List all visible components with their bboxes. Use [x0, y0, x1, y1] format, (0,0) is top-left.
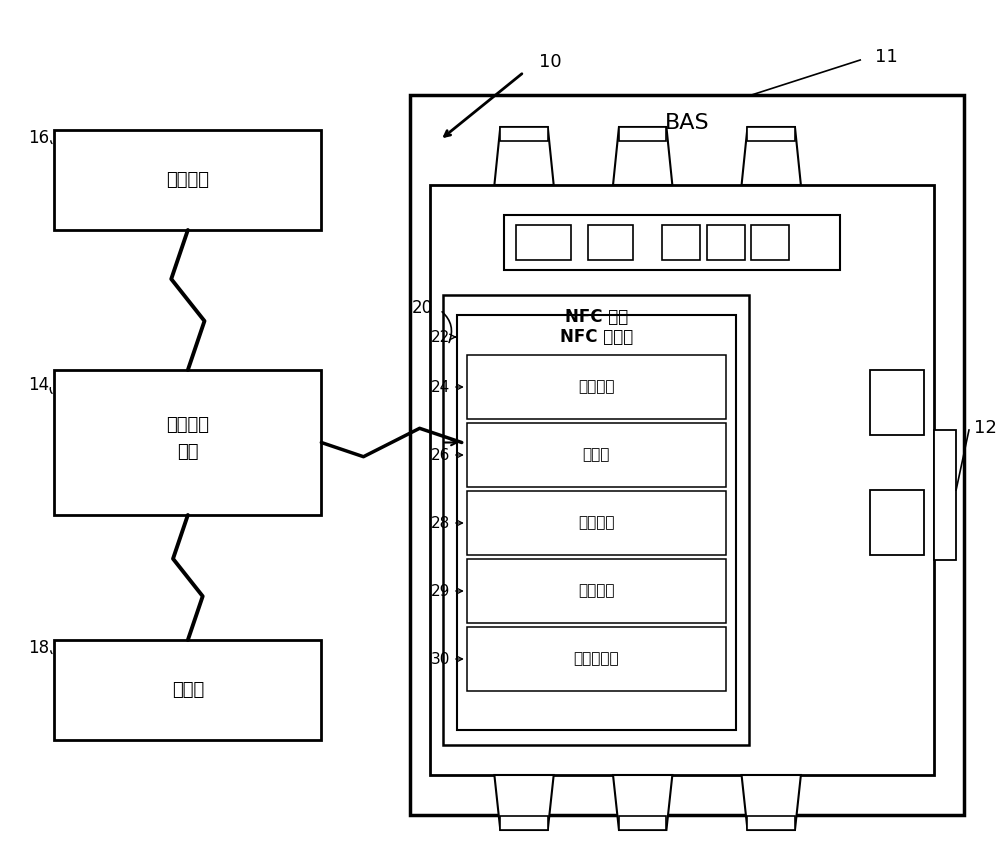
Bar — [751, 225, 789, 260]
Bar — [870, 490, 924, 555]
Text: 30: 30 — [431, 652, 450, 667]
Bar — [410, 95, 964, 815]
Text: NFC 标签: NFC 标签 — [565, 308, 628, 326]
Text: 移动计算: 移动计算 — [166, 416, 209, 434]
Text: 布线图: 布线图 — [583, 448, 610, 463]
Bar — [662, 225, 700, 260]
Text: 10: 10 — [539, 53, 561, 71]
Text: 身份信息: 身份信息 — [578, 379, 614, 395]
Text: 16: 16 — [28, 129, 49, 147]
Polygon shape — [934, 430, 956, 560]
Bar — [747, 816, 795, 830]
Text: 手动指令: 手动指令 — [578, 583, 614, 599]
Text: 24: 24 — [431, 379, 450, 395]
Text: 29: 29 — [431, 583, 450, 599]
Bar — [516, 225, 571, 260]
Text: 线缆标签: 线缆标签 — [578, 516, 614, 530]
Bar — [870, 370, 924, 435]
Bar — [467, 355, 726, 419]
Text: 12: 12 — [974, 419, 997, 437]
Text: 存储介质: 存储介质 — [166, 171, 209, 189]
Text: 14: 14 — [28, 376, 49, 394]
Text: 28: 28 — [431, 516, 450, 530]
Bar — [707, 225, 745, 260]
Text: NFC 存储器: NFC 存储器 — [560, 328, 633, 346]
Bar — [54, 370, 321, 515]
Polygon shape — [742, 775, 801, 830]
Bar — [619, 127, 666, 141]
Text: 22: 22 — [431, 330, 450, 345]
Bar — [467, 423, 726, 487]
Polygon shape — [494, 775, 554, 830]
Bar — [54, 130, 321, 230]
Polygon shape — [742, 127, 801, 185]
Bar — [500, 127, 548, 141]
Polygon shape — [494, 127, 554, 185]
Text: 装置: 装置 — [177, 443, 199, 461]
Text: BAS: BAS — [665, 113, 709, 133]
Bar — [457, 315, 736, 730]
Bar — [467, 627, 726, 691]
Polygon shape — [613, 127, 672, 185]
Bar — [54, 640, 321, 740]
Text: 18: 18 — [28, 639, 49, 657]
Polygon shape — [613, 775, 672, 830]
Bar — [619, 816, 666, 830]
Text: 20: 20 — [412, 299, 433, 317]
Bar — [467, 491, 726, 555]
Bar — [504, 215, 840, 270]
Bar — [430, 185, 934, 775]
Bar — [747, 127, 795, 141]
Text: 平面布置图: 平面布置图 — [573, 652, 619, 667]
Bar — [500, 816, 548, 830]
Bar — [588, 225, 633, 260]
Text: 打印机: 打印机 — [172, 681, 204, 699]
Bar — [467, 559, 726, 623]
Text: 26: 26 — [431, 448, 450, 463]
Bar — [443, 295, 749, 745]
Text: 11: 11 — [875, 48, 898, 66]
